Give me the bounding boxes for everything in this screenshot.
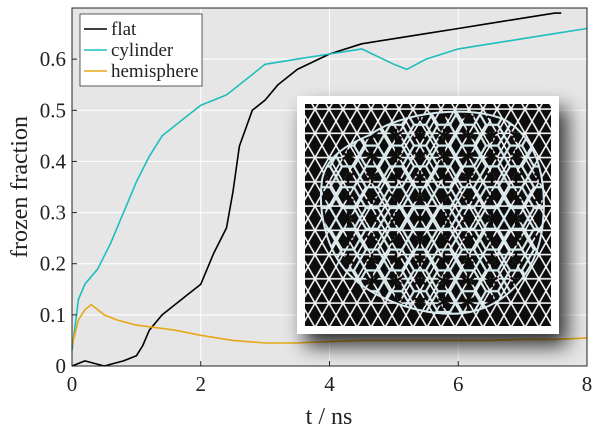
inset-image (297, 96, 559, 334)
x-axis: 0 2 4 6 8 (67, 361, 593, 396)
x-tick-label: 0 (67, 372, 78, 396)
y-tick-label: 0.5 (40, 98, 66, 122)
x-tick-label: 8 (582, 372, 593, 396)
legend-label-cylinder: cylinder (111, 40, 174, 61)
legend: flat cylinder hemisphere (79, 13, 203, 87)
series-line-flat (71, 12, 562, 367)
legend-label-hemisphere: hemisphere (111, 61, 199, 82)
series-layer (71, 12, 588, 367)
series-line-cylinder (71, 27, 588, 351)
x-axis-title: t / ns (306, 404, 353, 430)
y-tick-label: 0.4 (40, 149, 67, 173)
series-line-hemisphere (71, 303, 588, 346)
y-tick-label: 0 (56, 354, 67, 378)
y-tick-label: 0.3 (40, 201, 66, 225)
x-tick-label: 6 (453, 372, 464, 396)
y-axis: 0 0.1 0.2 0.3 0.4 0.5 0.6 (40, 47, 77, 378)
y-tick-label: 0.6 (40, 47, 66, 71)
y-tick-label: 0.1 (40, 303, 66, 327)
y-axis-title: frozen fraction (7, 116, 33, 258)
legend-label-flat: flat (111, 19, 137, 40)
x-tick-label: 4 (324, 372, 335, 396)
x-tick-label: 2 (196, 372, 207, 396)
y-tick-label: 0.2 (40, 252, 66, 276)
